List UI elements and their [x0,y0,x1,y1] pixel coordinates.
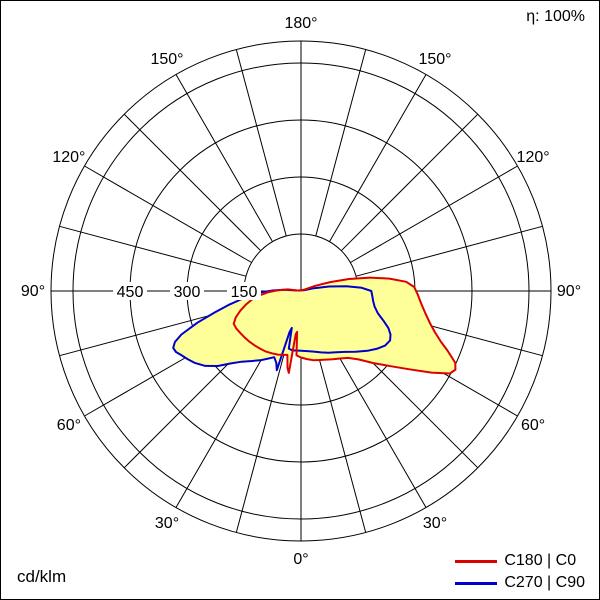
radial-scale-label: 450 [117,284,144,301]
angle-label: 150° [150,51,183,68]
grid-radial-line [329,340,427,508]
grid-radial-line [329,74,427,242]
legend-item-c180-c0: C180 | C0 [455,552,585,570]
grid-radial-line [84,165,252,263]
grid-radial-line [355,225,543,277]
grid-radial-line [59,225,247,277]
angle-label: 150° [418,51,451,68]
legend-label-c180-c0: C180 | C0 [504,552,577,569]
legend-line-blue-icon [455,581,498,585]
angle-label: 120° [52,149,85,166]
angle-label: 30° [155,515,179,532]
grid-radial-line [123,113,262,252]
curve-c270-c90 [172,285,392,372]
unit-label: cd/klm [17,567,67,586]
grid-radial-line [315,345,367,533]
grid-radial-line [350,165,518,263]
angle-label: 120° [517,149,550,166]
radial-label-mask [113,282,147,300]
grid-radial-line [235,49,287,237]
radial-scale-label: 150 [231,284,258,301]
angle-label: 60° [521,417,545,434]
legend: C180 | C0 C270 | C90 [455,552,585,592]
radial-label-mask [227,282,261,300]
grid-radial-line [340,113,479,252]
angle-label: 90° [21,283,45,300]
angle-label: 180° [284,15,317,32]
grid-radial-line [235,345,287,533]
angle-label: 30° [423,515,447,532]
grid-radial-line [175,340,273,508]
grid-radial-line [175,74,273,242]
radial-scale-label: 300 [174,284,201,301]
grid-radial-line [315,49,367,237]
curve-c180-c0 [232,276,457,375]
angle-label: 60° [57,417,81,434]
legend-label-c270-c90: C270 | C90 [504,574,585,591]
angle-label: 0° [293,551,308,568]
legend-item-c270-c90: C270 | C90 [455,574,585,592]
efficiency-label: η: 100% [526,8,585,25]
radial-label-mask [170,282,204,300]
legend-line-red-icon [455,559,498,563]
curve-fill [173,286,391,371]
angle-label: 90° [557,283,581,300]
